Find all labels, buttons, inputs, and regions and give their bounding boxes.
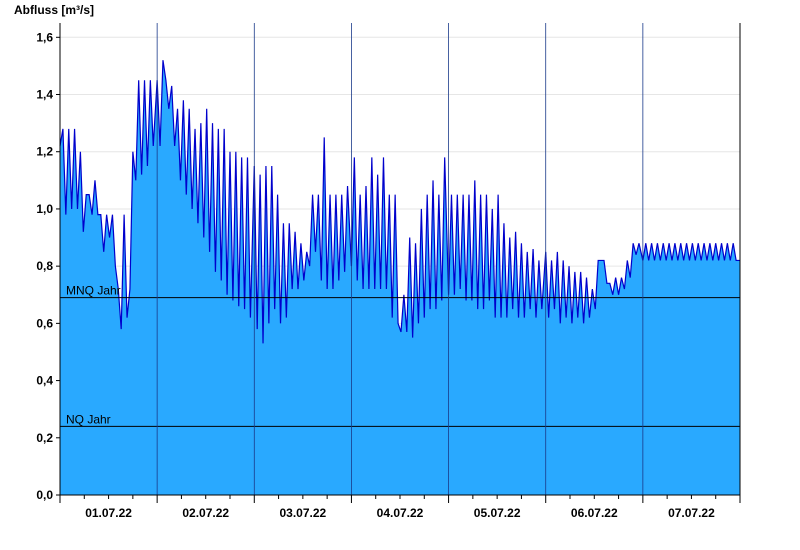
x-tick-label-2: 03.07.22 (279, 506, 326, 520)
y-tick-label-4: 0,8 (36, 259, 53, 273)
y-tick-label-8: 1,6 (36, 30, 53, 44)
reference-lines: MNQ Jahr NQ Jahr (60, 284, 740, 427)
x-tick-label-6: 07.07.22 (668, 506, 715, 520)
x-tick-label-4: 05.07.22 (474, 506, 521, 520)
y-tick-label-7: 1,4 (36, 88, 53, 102)
y-tick-label-0: 0,0 (36, 488, 53, 502)
y-ticks: 0,0 0,2 0,4 0,6 0,8 1,0 1,2 1,4 1,6 (36, 30, 60, 502)
y-tick-label-3: 0,6 (36, 316, 53, 330)
x-tick-label-1: 02.07.22 (182, 506, 229, 520)
y-tick-label-6: 1,2 (36, 145, 53, 159)
day-separators (156, 23, 644, 495)
data-area (59, 60, 740, 496)
x-ticks: 01.07.22 02.07.22 03.07.22 04.07.22 05.07.22… (59, 495, 741, 520)
y-axis-label: Abfluss [m³/s] (14, 3, 94, 17)
x-tick-label-0: 01.07.22 (85, 506, 132, 520)
reference-label-0: MNQ Jahr (66, 284, 121, 298)
y-tick-label-1: 0,2 (36, 431, 53, 445)
y-tick-label-2: 0,4 (36, 374, 53, 388)
x-tick-label-5: 06.07.22 (571, 506, 618, 520)
x-tick-label-3: 04.07.22 (377, 506, 424, 520)
y-tick-label-5: 1,0 (36, 202, 53, 216)
reference-label-1: NQ Jahr (66, 412, 111, 426)
discharge-area (60, 60, 740, 496)
discharge-line (59, 60, 740, 344)
